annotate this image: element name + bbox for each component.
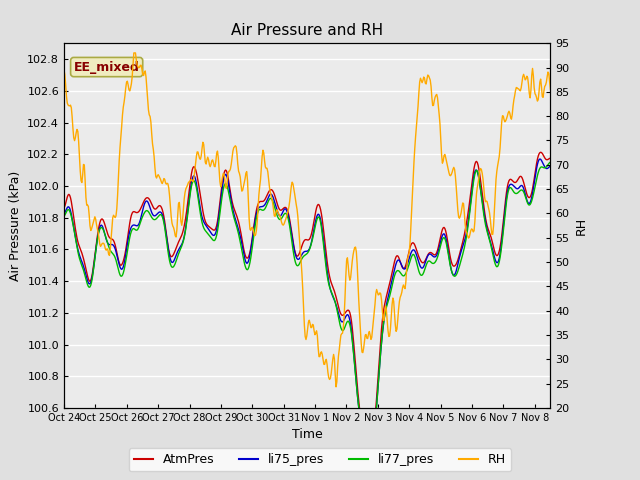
Legend: AtmPres, li75_pres, li77_pres, RH: AtmPres, li75_pres, li77_pres, RH [129, 448, 511, 471]
RH [186, 179, 194, 184]
li77_pres [60, 213, 68, 219]
li75_pres [146, 205, 154, 211]
RH [348, 258, 356, 264]
AtmPres [185, 189, 193, 195]
AtmPres [365, 444, 373, 450]
li77_pres [280, 211, 288, 217]
Title: Air Pressure and RH: Air Pressure and RH [231, 23, 383, 38]
Line: RH: RH [64, 53, 550, 387]
AtmPres [427, 250, 435, 255]
RH [130, 50, 138, 56]
li75_pres [547, 163, 554, 169]
li75_pres [60, 211, 68, 216]
AtmPres [547, 155, 554, 161]
li75_pres [536, 156, 544, 162]
li75_pres [280, 207, 288, 213]
li77_pres [146, 212, 154, 217]
li77_pres [347, 325, 355, 331]
li77_pres [386, 293, 394, 299]
li75_pres [386, 288, 394, 293]
X-axis label: Time: Time [292, 429, 323, 442]
Line: AtmPres: AtmPres [64, 152, 550, 447]
li75_pres [185, 198, 193, 204]
RH [428, 95, 436, 100]
Line: li75_pres: li75_pres [64, 159, 550, 452]
AtmPres [60, 205, 68, 211]
RH [60, 67, 68, 73]
li77_pres [185, 200, 193, 206]
li75_pres [347, 322, 355, 328]
Line: li77_pres: li77_pres [64, 162, 550, 457]
li77_pres [427, 259, 435, 265]
RH [547, 86, 554, 92]
AtmPres [537, 149, 545, 155]
li75_pres [427, 252, 435, 257]
RH [281, 219, 289, 225]
AtmPres [386, 281, 394, 287]
RH [387, 326, 394, 332]
Y-axis label: Air Pressure (kPa): Air Pressure (kPa) [9, 170, 22, 281]
li77_pres [366, 454, 374, 460]
RH [147, 119, 155, 125]
AtmPres [347, 313, 355, 319]
li75_pres [366, 449, 374, 455]
li77_pres [547, 159, 554, 165]
AtmPres [146, 198, 154, 204]
Text: EE_mixed: EE_mixed [74, 60, 140, 73]
RH [332, 384, 340, 390]
Y-axis label: RH: RH [575, 216, 588, 235]
AtmPres [280, 205, 288, 211]
